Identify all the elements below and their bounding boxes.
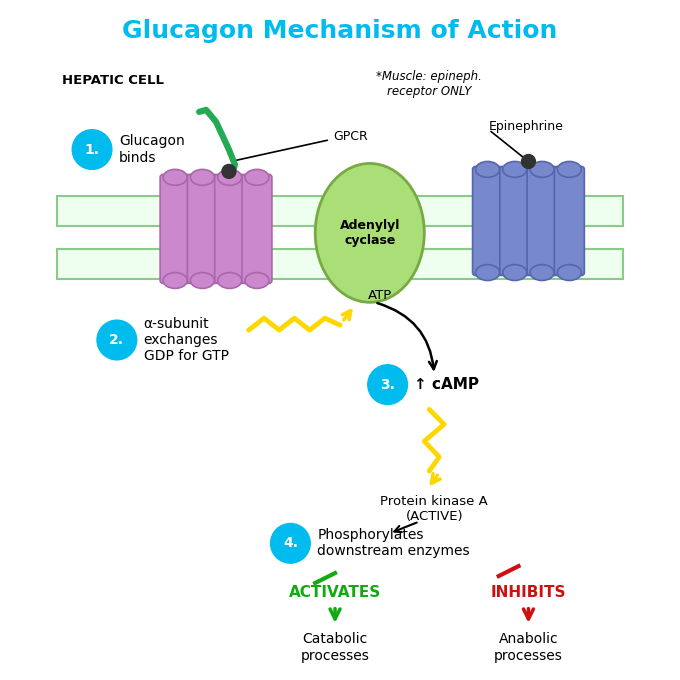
Text: 4.: 4.: [283, 537, 298, 550]
FancyBboxPatch shape: [57, 197, 623, 226]
FancyBboxPatch shape: [215, 174, 245, 284]
Text: 2.: 2.: [109, 333, 124, 347]
Ellipse shape: [163, 273, 187, 288]
Text: *Muscle: epineph.
receptor ONLY: *Muscle: epineph. receptor ONLY: [376, 70, 482, 98]
Text: 3.: 3.: [380, 377, 395, 392]
Text: Glucagon Mechanism of Action: Glucagon Mechanism of Action: [122, 18, 558, 43]
Ellipse shape: [190, 273, 214, 288]
Text: Glucagon
binds: Glucagon binds: [119, 135, 184, 165]
Text: Adenylyl
cyclase: Adenylyl cyclase: [339, 219, 400, 247]
Circle shape: [271, 524, 310, 563]
Ellipse shape: [475, 265, 500, 280]
Text: ATP: ATP: [368, 289, 392, 302]
FancyBboxPatch shape: [554, 167, 584, 275]
FancyArrowPatch shape: [377, 303, 437, 369]
Text: Protein kinase A
(ACTIVE): Protein kinase A (ACTIVE): [380, 494, 488, 523]
Ellipse shape: [503, 161, 527, 177]
FancyBboxPatch shape: [527, 167, 557, 275]
FancyBboxPatch shape: [188, 174, 218, 284]
Ellipse shape: [190, 169, 214, 185]
Circle shape: [222, 165, 236, 178]
Circle shape: [368, 364, 407, 405]
Text: Epinephrine: Epinephrine: [489, 120, 564, 133]
FancyBboxPatch shape: [160, 174, 190, 284]
Ellipse shape: [530, 265, 554, 280]
Ellipse shape: [218, 273, 241, 288]
Text: GPCR: GPCR: [333, 130, 368, 143]
Text: α-subunit
exchanges
GDP for GTP: α-subunit exchanges GDP for GTP: [143, 317, 228, 363]
Text: Anabolic
processes: Anabolic processes: [494, 632, 563, 662]
Ellipse shape: [530, 161, 554, 177]
Text: Phosphorylates
downstream enzymes: Phosphorylates downstream enzymes: [317, 528, 470, 558]
Ellipse shape: [475, 161, 500, 177]
Ellipse shape: [245, 273, 269, 288]
Text: HEPATIC CELL: HEPATIC CELL: [63, 73, 165, 86]
Text: INHIBITS: INHIBITS: [491, 585, 566, 600]
Circle shape: [522, 154, 535, 169]
Text: ACTIVATES: ACTIVATES: [289, 585, 381, 600]
FancyBboxPatch shape: [500, 167, 530, 275]
Circle shape: [72, 130, 112, 169]
Text: 1.: 1.: [84, 143, 99, 156]
Circle shape: [97, 320, 137, 360]
Ellipse shape: [218, 169, 241, 185]
Ellipse shape: [163, 169, 187, 185]
FancyBboxPatch shape: [473, 167, 503, 275]
Text: ↑ cAMP: ↑ cAMP: [414, 377, 479, 392]
Ellipse shape: [503, 265, 527, 280]
FancyBboxPatch shape: [242, 174, 272, 284]
Ellipse shape: [245, 169, 269, 185]
Ellipse shape: [558, 265, 581, 280]
Ellipse shape: [558, 161, 581, 177]
FancyBboxPatch shape: [57, 249, 623, 279]
Text: Catabolic
processes: Catabolic processes: [301, 632, 369, 662]
Ellipse shape: [316, 163, 424, 303]
